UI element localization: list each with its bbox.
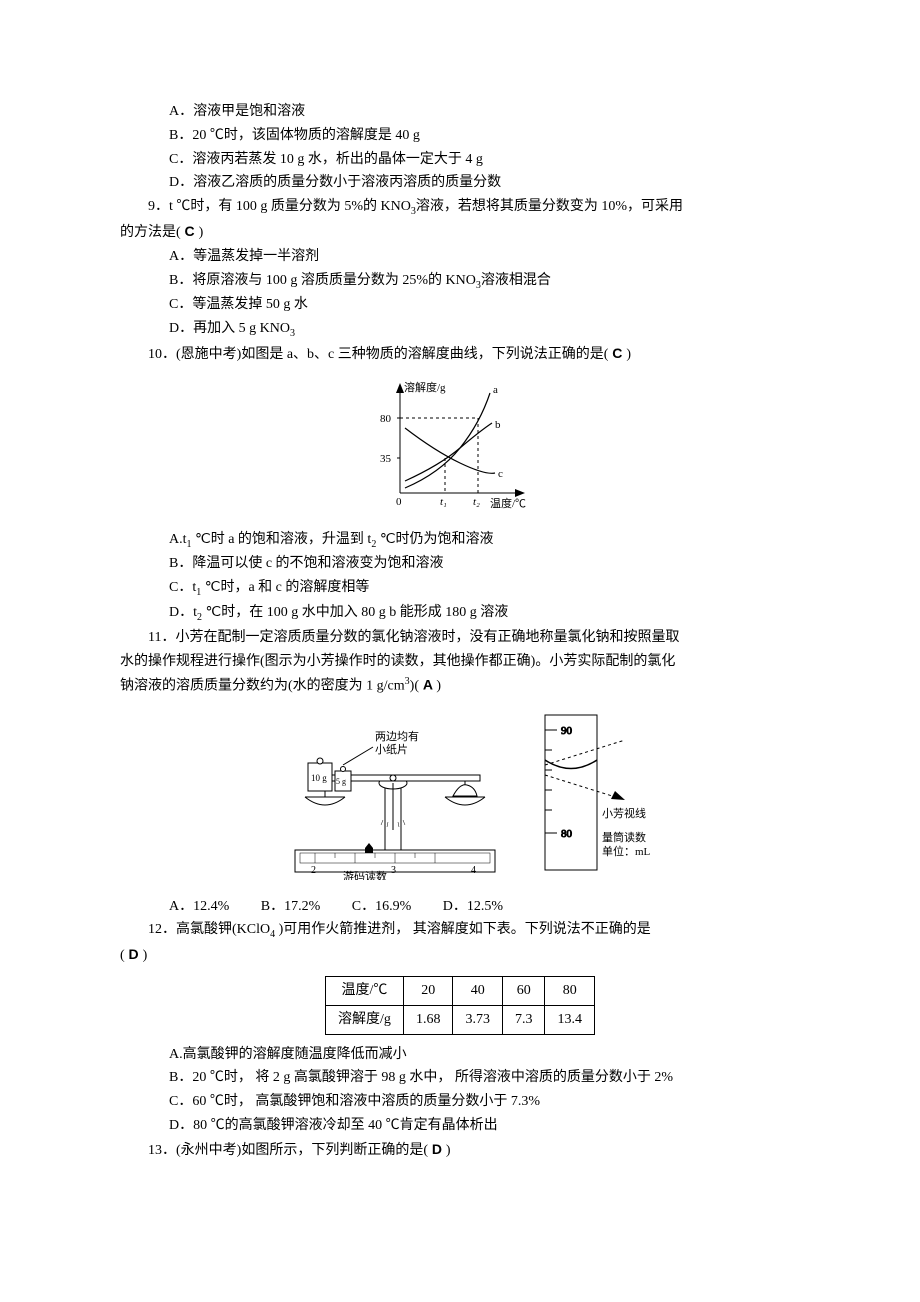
q12-l2-post: ): [143, 948, 148, 963]
svg-text:2: 2: [311, 865, 316, 876]
q11-answer: A: [419, 677, 436, 693]
q12-opt-d: D．80 ℃的高氯酸钾溶液冷却至 40 ℃肯定有晶体析出: [120, 1114, 800, 1138]
q12-opt-a: A.高氯酸钾的溶解度随温度降低而减小: [120, 1043, 800, 1067]
q13-answer: D: [428, 1141, 446, 1157]
q12-table: 温度/℃ 20 40 60 80 溶解度/g 1.68 3.73 7.3 13.…: [325, 976, 595, 1035]
q13-post: ): [446, 1143, 451, 1158]
cell-v2: 7.3: [502, 1005, 545, 1034]
q9-stem-pre: 9．t ℃时，有 100 g 质量分数为 5%的 KNO: [148, 199, 411, 214]
svg-text:4: 4: [471, 865, 476, 876]
svg-text:小纸片: 小纸片: [375, 743, 408, 756]
q10-opt-b: B．降温可以使 c 的不饱和溶液变为饱和溶液: [120, 552, 800, 576]
svg-text:b: b: [495, 419, 501, 431]
svg-text:t₁: t₁: [440, 496, 447, 508]
svg-text:溶解度/g: 溶解度/g: [404, 380, 446, 394]
q9-b-pre: B．将原溶液与 100 g 溶质质量分数为 25%的 KNO: [169, 273, 476, 288]
q11-opt-c: C．16.9%: [352, 899, 412, 914]
q12-opt-b: B．20 ℃时， 将 2 g 高氯酸钾溶于 98 g 水中， 所得溶液中溶质的质…: [120, 1066, 800, 1090]
q9-answer: C: [181, 223, 199, 239]
cell-v0: 1.68: [403, 1005, 453, 1034]
q8-opt-d: D．溶液乙溶质的质量分数小于溶液丙溶质的质量分数: [120, 171, 800, 195]
q10-stem: 10．(恩施中考)如图是 a、b、c 三种物质的溶解度曲线，下列说法正确的是( …: [120, 342, 800, 367]
q12-opt-c: C．60 ℃时， 高氯酸钾饱和溶液中溶质的质量分数小于 7.3%: [120, 1090, 800, 1114]
q9-stem: 9．t ℃时，有 100 g 质量分数为 5%的 KNO3溶液，若想将其质量分数…: [120, 195, 800, 220]
q12-mid: )可用作火箭推进剂， 其溶解度如下表。下列说法不正确的是: [275, 922, 651, 937]
q10-d-post: ℃时，在 100 g 水中加入 80 g b 能形成 180 g 溶液: [202, 605, 508, 620]
svg-text:0: 0: [396, 496, 402, 508]
q8-opt-c: C．溶液丙若蒸发 10 g 水，析出的晶体一定大于 4 g: [120, 148, 800, 172]
svg-text:量筒读数: 量筒读数: [602, 830, 646, 844]
q12-stem-l2: ( D ): [120, 943, 800, 968]
q11-stem-l1: 11．小芳在配制一定溶质质量分数的氯化钠溶液时，没有正确地称量氯化钠和按照量取: [120, 626, 800, 650]
q9-opt-d: D．再加入 5 g KNO3: [120, 317, 800, 342]
q12-pre: 12．高氯酸钾(KClO: [148, 922, 270, 937]
q11-l3-mid: )(: [410, 679, 419, 694]
q10-stem-post: ): [626, 347, 631, 362]
weight-10g: 10 g: [311, 773, 327, 783]
q8-opt-b: B．20 ℃时，该固体物质的溶解度是 40 g: [120, 124, 800, 148]
q9-l2-post: ): [199, 225, 204, 240]
q9-l2-pre: 的方法是(: [120, 225, 181, 240]
q10-d-pre: D．t: [169, 605, 197, 620]
table-row: 溶解度/g 1.68 3.73 7.3 13.4: [326, 1005, 595, 1034]
svg-text:单位：mL: 单位：mL: [602, 844, 651, 858]
exam-page: A．溶液甲是饱和溶液 B．20 ℃时，该固体物质的溶解度是 40 g C．溶液丙…: [0, 0, 920, 1302]
cell-c0: 20: [403, 976, 453, 1005]
svg-text:35: 35: [380, 453, 392, 465]
q8-opt-a: A．溶液甲是饱和溶液: [120, 100, 800, 124]
q10-c-post: ℃时，a 和 c 的溶解度相等: [201, 580, 369, 595]
q11-l3-pre: 钠溶液的溶质质量分数约为(水的密度为 1 g/cm: [120, 679, 405, 694]
svg-text:小芳视线: 小芳视线: [602, 806, 646, 820]
q10-c-pre: C．t: [169, 580, 196, 595]
table-row: 温度/℃ 20 40 60 80: [326, 976, 595, 1005]
q11-figure: 2 3 4 10 g 5: [120, 705, 800, 889]
q10-a-post: ℃时仍为饱和溶液: [376, 532, 493, 547]
q12-stem: 12．高氯酸钾(KClO4 )可用作火箭推进剂， 其溶解度如下表。下列说法不正确…: [120, 918, 800, 943]
q11-opt-d: D．12.5%: [443, 899, 503, 914]
q10-a-pre: A.t: [169, 532, 187, 547]
q9-stem-line2: 的方法是( C ): [120, 220, 800, 245]
q11-opt-b: B．17.2%: [261, 899, 321, 914]
q9-opt-a: A．等温蒸发掉一半溶剂: [120, 245, 800, 269]
q11-stem-l3: 钠溶液的溶质质量分数约为(水的密度为 1 g/cm3)( A ): [120, 673, 800, 698]
q9-b-post: 溶液相混合: [481, 273, 551, 288]
svg-text:t₂: t₂: [473, 496, 480, 508]
q11-opt-a: A．12.4%: [169, 899, 229, 914]
cell-v3: 13.4: [545, 1005, 595, 1034]
cell-h1: 温度/℃: [326, 976, 404, 1005]
svg-text:90: 90: [561, 725, 573, 737]
q9-d-sub: 3: [290, 328, 295, 339]
q13-stem: 13．(永州中考)如图所示，下列判断正确的是( D ): [120, 1138, 800, 1163]
svg-text:c: c: [498, 468, 503, 480]
weight-5g: 5 g: [336, 777, 346, 786]
q10-answer: C: [608, 345, 626, 361]
q11-stem-l2: 水的操作规程进行操作(图示为小芳操作时的读数，其他操作都正确)。小芳实际配制的氯…: [120, 650, 800, 674]
q11-options: A．12.4% B．17.2% C．16.9% D．12.5%: [120, 895, 800, 919]
cell-h2: 溶解度/g: [326, 1005, 404, 1034]
q10-chart: 80 35 a b c 0 t₁ t₂ 温度/℃ 溶解度/g: [120, 373, 800, 522]
cell-c2: 60: [502, 976, 545, 1005]
q10-stem-pre: 10．(恩施中考)如图是 a、b、c 三种物质的溶解度曲线，下列说法正确的是(: [148, 347, 608, 362]
q10-opt-d: D．t2 ℃时，在 100 g 水中加入 80 g b 能形成 180 g 溶液: [120, 601, 800, 626]
q10-a-mid: ℃时 a 的饱和溶液，升温到 t: [192, 532, 372, 547]
svg-text:温度/℃: 温度/℃: [490, 496, 526, 510]
q9-opt-b: B．将原溶液与 100 g 溶质质量分数为 25%的 KNO3溶液相混合: [120, 269, 800, 294]
cell-c3: 80: [545, 976, 595, 1005]
q11-l3-post: ): [436, 679, 441, 694]
svg-text:80: 80: [380, 413, 392, 425]
svg-text:a: a: [493, 384, 498, 396]
cell-v1: 3.73: [453, 1005, 503, 1034]
q10-opt-c: C．t1 ℃时，a 和 c 的溶解度相等: [120, 576, 800, 601]
q9-stem-post: 溶液，若想将其质量分数变为 10%，可采用: [416, 199, 683, 214]
q9-d-pre: D．再加入 5 g KNO: [169, 321, 290, 336]
svg-text:游码读数: 游码读数: [343, 869, 387, 880]
svg-text:两边均有: 两边均有: [375, 729, 419, 743]
cell-c1: 40: [453, 976, 503, 1005]
q10-opt-a: A.t1 ℃时 a 的饱和溶液，升温到 t2 ℃时仍为饱和溶液: [120, 528, 800, 553]
q13-pre: 13．(永州中考)如图所示，下列判断正确的是(: [148, 1143, 428, 1158]
svg-text:80: 80: [561, 828, 573, 840]
svg-text:3: 3: [391, 865, 396, 876]
q9-opt-c: C．等温蒸发掉 50 g 水: [120, 293, 800, 317]
q12-answer: D: [125, 946, 143, 962]
